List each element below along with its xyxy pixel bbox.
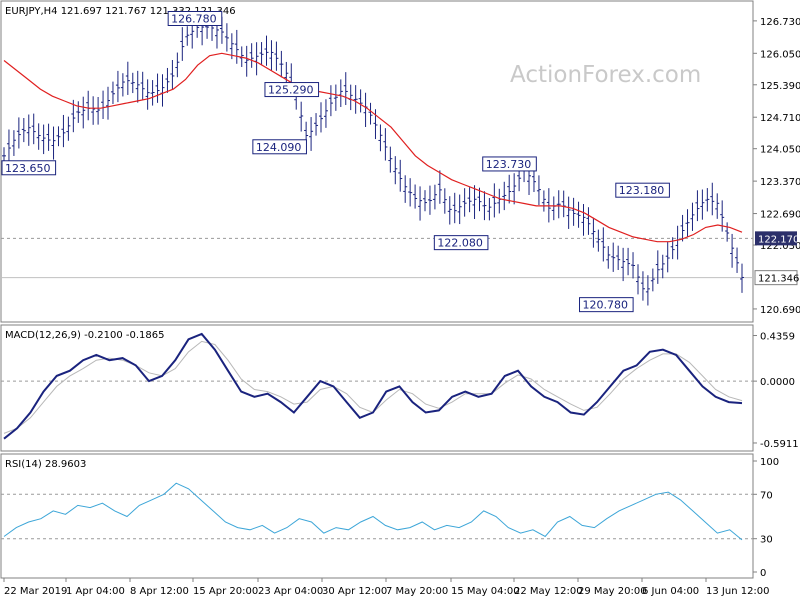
price-annotation-box [615, 182, 670, 198]
price-annotation-label: 125.290 [268, 84, 314, 97]
price-annotation-label: 123.730 [486, 158, 532, 171]
x-axis-label: 8 Apr 12:00 [130, 586, 189, 597]
price-annotation-label: 123.180 [619, 184, 665, 197]
price-panel-title: EURJPY,H4 121.697 121.767 121.332 121.34… [5, 6, 236, 17]
price-axis-label: 124.050 [760, 145, 800, 156]
x-axis-label: 22 Mar 2019 [4, 586, 67, 597]
price-annotation-label: 122.080 [437, 237, 483, 250]
x-axis-label: 1 Apr 04:00 [66, 586, 125, 597]
price-axis-label: 126.050 [760, 49, 800, 60]
price-axis-label: 126.730 [760, 17, 800, 28]
macd-axis-label: 0.4359 [760, 332, 795, 343]
price-annotation-label: 120.780 [583, 299, 629, 312]
price-axis-label: 124.710 [760, 113, 800, 124]
x-axis-label: 22 May 12:00 [514, 586, 583, 597]
price-annotation-box [482, 156, 537, 172]
x-axis-label: 15 May 04:00 [451, 586, 520, 597]
price-annotation-box [579, 297, 634, 313]
current-price-tag-label: 121.346 [758, 274, 799, 285]
price-panel-frame [0, 0, 754, 323]
x-axis-label: 30 Apr 12:00 [322, 586, 387, 597]
x-axis-label: 13 Jun 12:00 [706, 586, 770, 597]
macd-layer: 0.4359 0.0000 -0.5911 [1, 332, 799, 450]
macd-axis-label: 0.0000 [760, 377, 795, 388]
rsi-axis-label: 0 [760, 568, 766, 579]
moving-average-line [3, 52, 743, 243]
rsi-panel-title: RSI(14) 28.9603 [5, 459, 86, 470]
price-layer: 126.780 125.290 124.090 123.650 123.730 122.0… [1, 10, 800, 316]
price-annotation-box [1, 160, 57, 176]
price-axis-label: 122.690 [760, 210, 800, 221]
rsi-layer: 100 70 30 0 [1, 457, 779, 579]
price-axis-label: 125.390 [760, 81, 800, 92]
price-annotation-box [252, 139, 307, 155]
macd-signal-line [3, 340, 743, 434]
macd-axis-label: -0.5911 [760, 439, 799, 450]
x-axis-label: 23 Apr 04:00 [258, 586, 323, 597]
x-axis-label: 15 Apr 20:00 [193, 586, 258, 597]
price-annotation-box [264, 82, 320, 98]
price-axis-label: 122.030 [760, 241, 800, 252]
price-annotation-box [167, 10, 223, 26]
x-axis-label: 6 Jun 04:00 [642, 586, 699, 597]
macd-panel-title: MACD(12,26,9) -0.2100 -0.1865 [5, 330, 165, 341]
rsi-line [3, 482, 743, 541]
level-tag-box [755, 231, 797, 246]
price-axis-label: 120.690 [760, 305, 800, 316]
watermark: ActionForex.com [510, 62, 701, 88]
rsi-axis-label: 30 [760, 535, 773, 546]
current-price-tag-box [754, 270, 798, 286]
x-axis-label: 7 May 20:00 [386, 586, 448, 597]
rsi-axis-label: 70 [760, 490, 773, 501]
price-annotation-label: 123.650 [5, 162, 51, 175]
price-annotation-box [433, 235, 489, 251]
price-annotation-label: 124.090 [256, 141, 302, 154]
rsi-axis-label: 100 [760, 457, 779, 468]
price-axis-label: 123.370 [760, 177, 800, 188]
rsi-panel-frame [0, 453, 754, 579]
price-annotation-label: 126.780 [171, 12, 217, 25]
level-tag-label: 122.170 [758, 234, 799, 245]
macd-panel-frame [0, 324, 754, 452]
macd-line [3, 332, 743, 440]
x-axis-label: 29 May 20:00 [578, 586, 647, 597]
